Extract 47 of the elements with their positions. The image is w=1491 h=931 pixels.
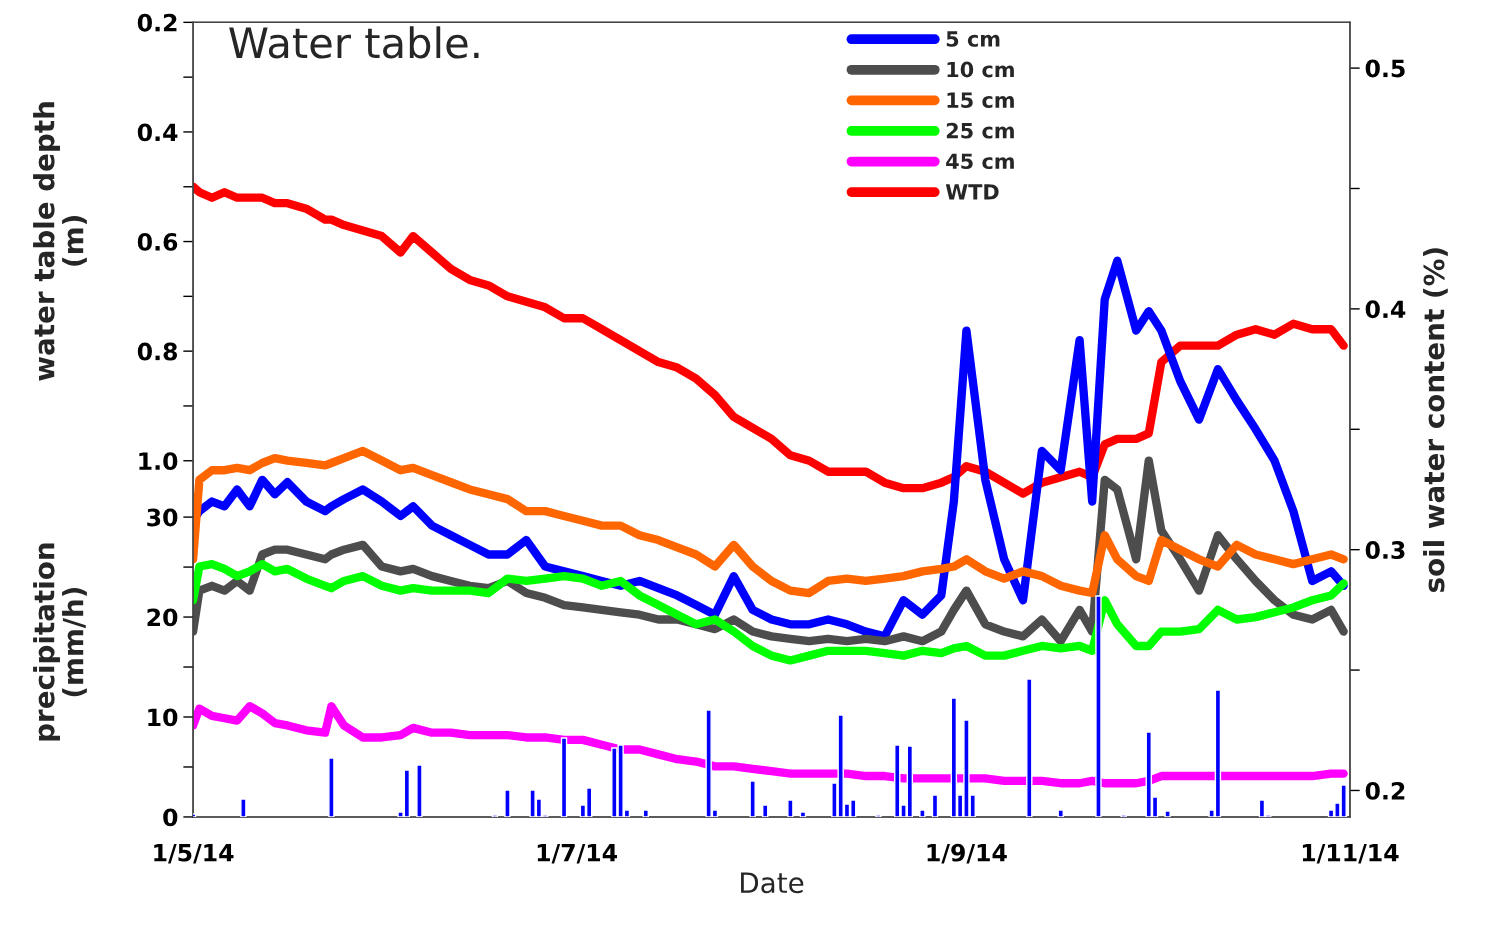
bar [642,809,649,817]
bar [762,804,769,817]
bar [491,814,499,817]
y-tick-label: 1.0 [139,452,178,471]
bar [1120,814,1127,817]
y3-tick-label: 30 [147,508,178,527]
bar [416,764,423,817]
x-axis-title: Date [741,872,804,894]
bar [1026,678,1033,817]
chart-title: Water table. [229,26,479,59]
y-tick-label: 0.4 [137,123,178,142]
legend-label: 25 cm [946,122,1014,139]
y2-tick-label: 0.5 [1365,59,1405,78]
legend-label: 45 cm [946,153,1014,170]
x-tick-label: 1/9/14 [927,843,1007,864]
y-tick-label: 0.8 [137,342,178,361]
bar [1164,810,1171,817]
x-tick-label: 1/11/14 [1302,844,1399,864]
bar [1057,809,1064,817]
y2-axis-title: soil water content (%) [1423,248,1448,593]
y3-tick-label: 20 [147,608,178,627]
y-axis-title: water table depth (m) [33,102,87,381]
y2-tick-label: 0.3 [1365,541,1405,559]
bar [504,789,511,817]
bar [875,814,882,817]
y-tick-label: 0.2 [137,13,177,32]
y3-tick-label: 0 [163,808,178,827]
bar [240,798,247,817]
bar [1095,595,1102,817]
legend-label: 15 cm [947,92,1014,108]
legend-label: 5 cm [946,31,1000,47]
y2-tick-label: 0.4 [1365,300,1406,319]
bar [560,737,568,817]
y2-tick-label: 0.2 [1365,781,1405,800]
bar [328,757,335,817]
bar [931,794,939,817]
legend-label: 10 cm [947,61,1014,78]
bar [919,809,926,817]
x-tick-label: 1/5/14 [154,844,234,864]
bar [749,780,756,817]
y3-axis-title: precipitation (mm/h) [33,543,87,741]
legend-label: WTD [945,184,999,200]
x-tick-label: 1/7/14 [537,844,618,864]
bar [799,811,807,817]
bar [787,799,794,817]
y-tick-label: 0.6 [137,232,178,251]
y3-tick-label: 10 [148,708,178,727]
